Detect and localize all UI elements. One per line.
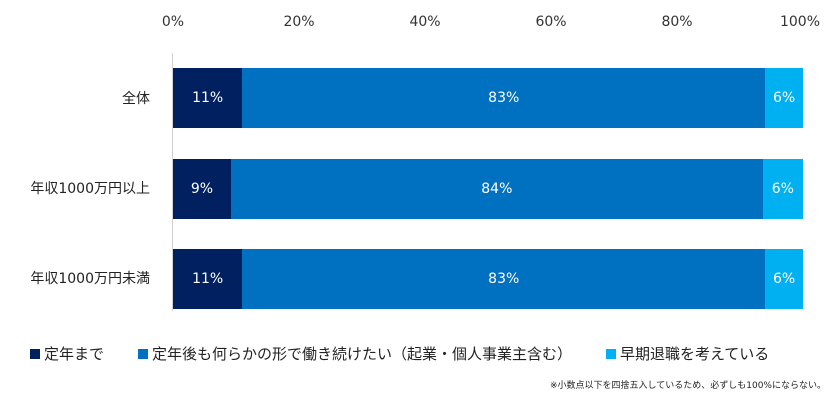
data-label: 9% [190,181,214,197]
data-label: 83% [488,271,520,287]
data-label: 6% [771,181,794,197]
data-label: 6% [772,90,796,106]
x-tick: 0% [161,14,185,30]
bar-segment-continue-working: 83% [242,68,766,128]
x-tick: 20% [283,14,315,30]
legend: 定年まで 定年後も何らかの形で働き続けたい（起業・個人事業主含む） 早期退職を考… [30,343,803,364]
data-label: 11% [192,271,224,287]
bar-segment-early-retirement: 6% [765,68,803,128]
data-label: 6% [772,271,796,287]
x-tick: 60% [535,14,567,30]
bar-segment-early-retirement: 6% [765,249,803,309]
bar-segment-continue-working: 84% [230,159,763,219]
bar-row: 9% 84% 6% [173,159,803,219]
bar-segment-until-retirement: 9% [173,159,231,219]
legend-item: 定年後も何らかの形で働き続けたい（起業・個人事業主含む） [138,343,572,364]
data-label: 83% [488,90,520,106]
bar-segment-until-retirement: 11% [173,249,243,309]
legend-label: 早期退職を考えている [620,345,770,363]
legend-swatch-icon [30,348,40,359]
legend-label: 定年後も何らかの形で働き続けたい（起業・個人事業主含む） [152,345,573,363]
x-tick: 80% [661,14,693,30]
bar-segment-early-retirement: 6% [762,159,803,219]
legend-item: 定年まで [30,343,104,364]
category-label: 年収1000万円未満 [30,271,150,287]
data-label: 84% [481,181,513,197]
legend-swatch-icon [138,348,149,359]
x-tick: 100% [779,14,821,30]
data-label: 11% [192,90,224,106]
bar-segment-until-retirement: 11% [173,68,243,128]
bar-segment-continue-working: 83% [242,249,766,309]
bar-row: 11% 83% 6% [173,68,803,128]
legend-swatch-icon [606,348,617,359]
x-tick: 40% [409,14,441,30]
footnote: ※小数点以下を四捨五入しているため、必ずしも100%にならない。 [549,381,826,391]
category-label: 年収1000万円以上 [30,181,150,197]
category-label: 全体 [122,91,150,107]
y-axis-line [172,53,173,311]
legend-item: 早期退職を考えている [606,343,769,364]
legend-label: 定年まで [44,345,105,363]
bar-row: 11% 83% 6% [173,249,803,309]
